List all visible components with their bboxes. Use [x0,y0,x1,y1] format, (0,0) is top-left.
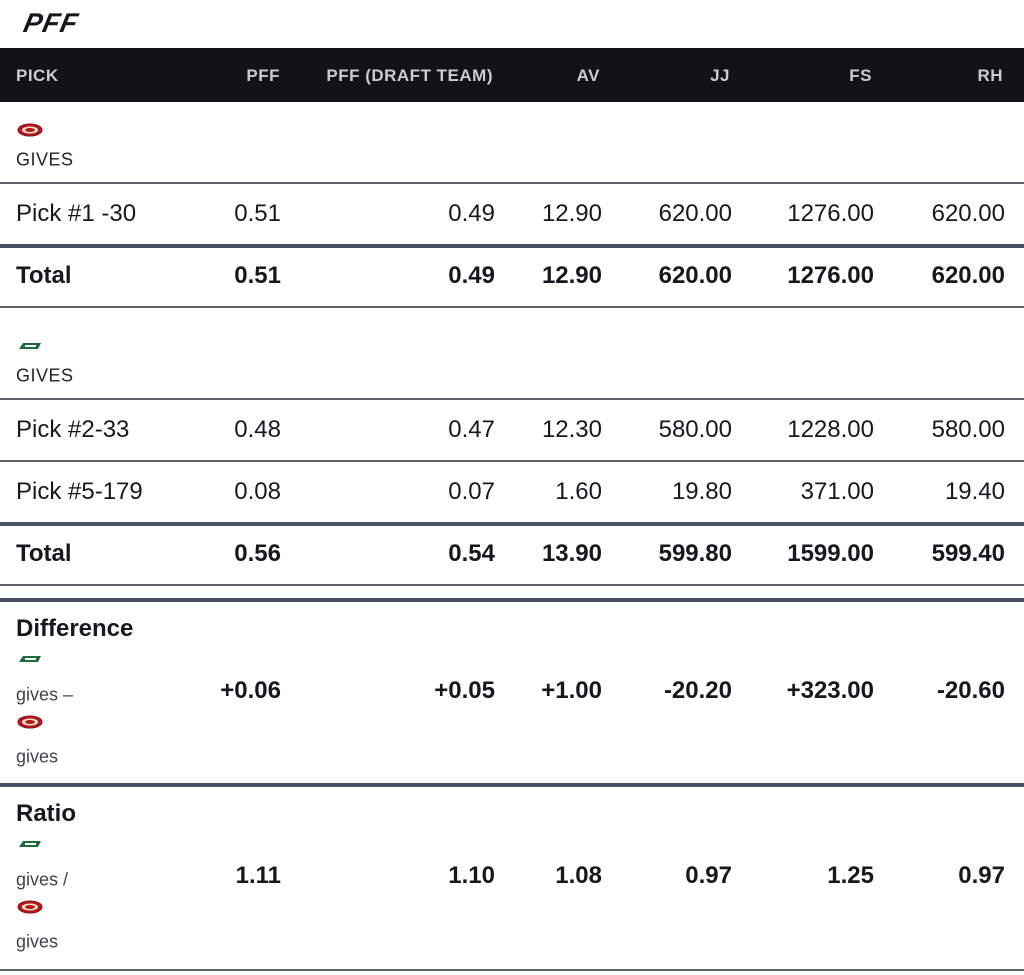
column-header: FS [849,66,872,85]
section-divider [0,783,1024,787]
section-divider [0,598,1024,602]
value-cell: 620.00 [658,200,732,227]
logo[interactable]: PFF [20,8,82,38]
total-label: Total [16,262,72,289]
summary-value: -20.20 [663,677,732,704]
value-cell: 0.51 [234,200,281,227]
column-header: JJ [710,66,730,85]
value-cell: 599.80 [658,540,732,567]
jets-logo [19,656,41,662]
value-cell: 0.49 [448,262,495,289]
summary-value: 1.10 [448,862,495,889]
summary-value: 1.08 [555,862,602,889]
summary-value: 0.97 [958,862,1005,889]
total-divider [0,244,1024,248]
value-cell: 1.60 [555,478,602,505]
header-bar [0,48,1024,102]
column-header: PFF [246,66,280,85]
value-cell: 0.49 [448,200,495,227]
value-cell: 19.40 [944,478,1005,505]
value-cell: 0.51 [234,262,281,289]
jets-logo [19,841,41,847]
value-cell: 620.00 [931,262,1005,289]
value-cell: 0.08 [234,478,281,505]
value-cell: 19.80 [671,478,732,505]
pick-label: Pick #5-179 [16,478,143,505]
value-cell: 12.90 [541,200,602,227]
total-divider [0,522,1024,526]
value-cell: 371.00 [800,478,874,505]
column-header: PFF (DRAFT TEAM) [326,66,493,85]
value-cell: 12.90 [541,262,602,289]
summary-value: 1.11 [235,862,281,889]
value-cell: 0.07 [448,478,495,505]
summary-text: gives [16,931,59,952]
summary-text: gives – [16,684,74,705]
column-header: AV [576,66,600,85]
value-cell: 620.00 [658,262,732,289]
column-header: PICK [16,66,59,85]
summary-text: gives / [16,869,69,890]
row-divider [0,584,1024,586]
row-divider [0,969,1024,971]
team-gives: GIVES [16,365,74,386]
summary-value: 1.25 [827,862,874,889]
row-divider [0,460,1024,462]
summary-value: +323.00 [786,677,874,704]
value-cell: 0.48 [234,416,281,443]
49ers-logo [17,715,43,729]
value-cell: 580.00 [931,416,1005,443]
value-cell: 1276.00 [787,200,874,227]
value-cell: 1599.00 [787,540,874,567]
value-cell: 0.47 [448,416,495,443]
value-cell: 580.00 [658,416,732,443]
summary-value: +0.06 [220,677,281,704]
team-gives: GIVES [16,149,74,170]
value-cell: 1228.00 [787,416,874,443]
summary-value: +0.05 [434,677,495,704]
value-cell: 13.90 [541,540,602,567]
value-cell: 12.30 [541,416,602,443]
row-divider [0,306,1024,308]
summary-title: Ratio [16,800,76,827]
value-cell: 0.54 [448,540,495,567]
summary-text: gives [16,746,59,767]
row-divider [0,398,1024,400]
row-divider [0,182,1024,184]
value-cell: 599.40 [931,540,1005,567]
pick-label: Pick #1 -30 [16,200,137,227]
summary-value: -20.60 [936,677,1005,704]
49ers-logo [17,123,43,137]
49ers-logo [17,900,43,914]
summary-value: +1.00 [541,677,602,704]
total-label: Total [16,540,72,567]
jets-logo [19,343,41,349]
value-cell: 1276.00 [787,262,874,289]
summary-title: Difference [16,615,134,642]
value-cell: 620.00 [931,200,1005,227]
summary-value: 0.97 [685,862,732,889]
value-cell: 0.56 [234,540,281,567]
pick-label: Pick #2-33 [16,416,130,443]
column-header: RH [977,66,1003,85]
